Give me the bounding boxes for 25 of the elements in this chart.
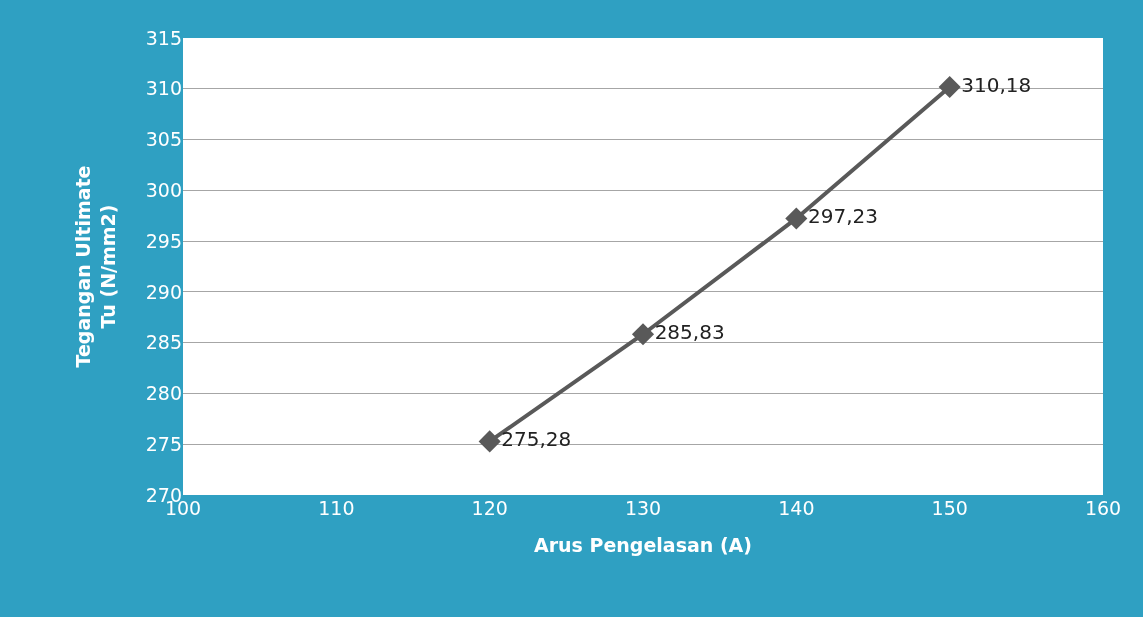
- y-tick-label: 290: [145, 280, 182, 303]
- y-tick-label: 280: [145, 382, 182, 405]
- y-tick-label: 275: [145, 432, 182, 455]
- data-label: 285,83: [654, 320, 725, 345]
- data-label: 297,23: [807, 204, 878, 229]
- x-tick-label: 130: [624, 497, 662, 519]
- point: [938, 75, 961, 98]
- x-tick-label: 120: [471, 497, 508, 519]
- y-tick-label: 315: [145, 26, 182, 49]
- point: [631, 323, 655, 346]
- point: [785, 207, 808, 230]
- x-tick-label: 160: [1084, 497, 1122, 519]
- y-tick-label: 300: [145, 178, 182, 201]
- y-tick-label: 310: [145, 77, 182, 100]
- y-tick-label: 305: [145, 128, 182, 151]
- data-label: 275,28: [501, 427, 572, 452]
- y-axis-title: Tegangan Ultimate Tu (N/mm2): [71, 165, 119, 368]
- point: [478, 430, 501, 453]
- x-axis-title: Arus Pengelasan (A): [533, 533, 753, 556]
- y-tick-label: 285: [145, 331, 182, 354]
- x-tick-label: 110: [318, 497, 355, 519]
- x-tick-label: 140: [778, 497, 815, 519]
- x-tick-label: 150: [931, 497, 968, 519]
- data-label: 310,18: [961, 72, 1032, 97]
- y-tick-label: 295: [145, 229, 182, 252]
